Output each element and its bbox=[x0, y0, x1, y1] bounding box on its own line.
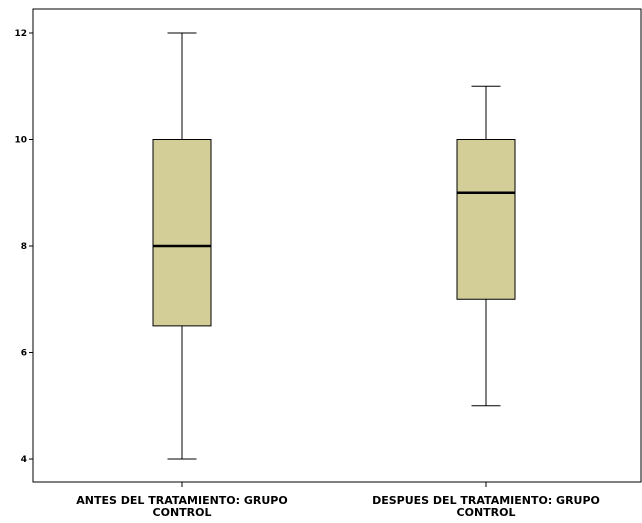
y-tick-label: 8 bbox=[21, 242, 27, 252]
x-tick-label-line2: CONTROL bbox=[153, 506, 212, 519]
box-iqr bbox=[152, 139, 212, 327]
boxes bbox=[152, 32, 516, 460]
box-2 bbox=[456, 85, 516, 407]
x-tick-label-line1: DESPUES DEL TRATAMIENTO: GRUPO bbox=[372, 494, 600, 507]
y-tick-label: 4 bbox=[21, 455, 27, 465]
y-axis: 4 6 8 10 12 bbox=[14, 29, 33, 465]
box-iqr bbox=[456, 139, 516, 300]
x-axis: ANTES DEL TRATAMIENTO: GRUPOCONTROLDESPU… bbox=[76, 482, 600, 519]
y-tick-label: 10 bbox=[14, 136, 27, 146]
y-tick-label: 12 bbox=[14, 29, 27, 39]
x-tick-label-line1: ANTES DEL TRATAMIENTO: GRUPO bbox=[76, 494, 287, 507]
plot-area bbox=[32, 8, 642, 483]
box-1 bbox=[152, 32, 212, 460]
x-tick-label-line2: CONTROL bbox=[457, 506, 516, 519]
y-tick-label: 6 bbox=[21, 349, 27, 359]
